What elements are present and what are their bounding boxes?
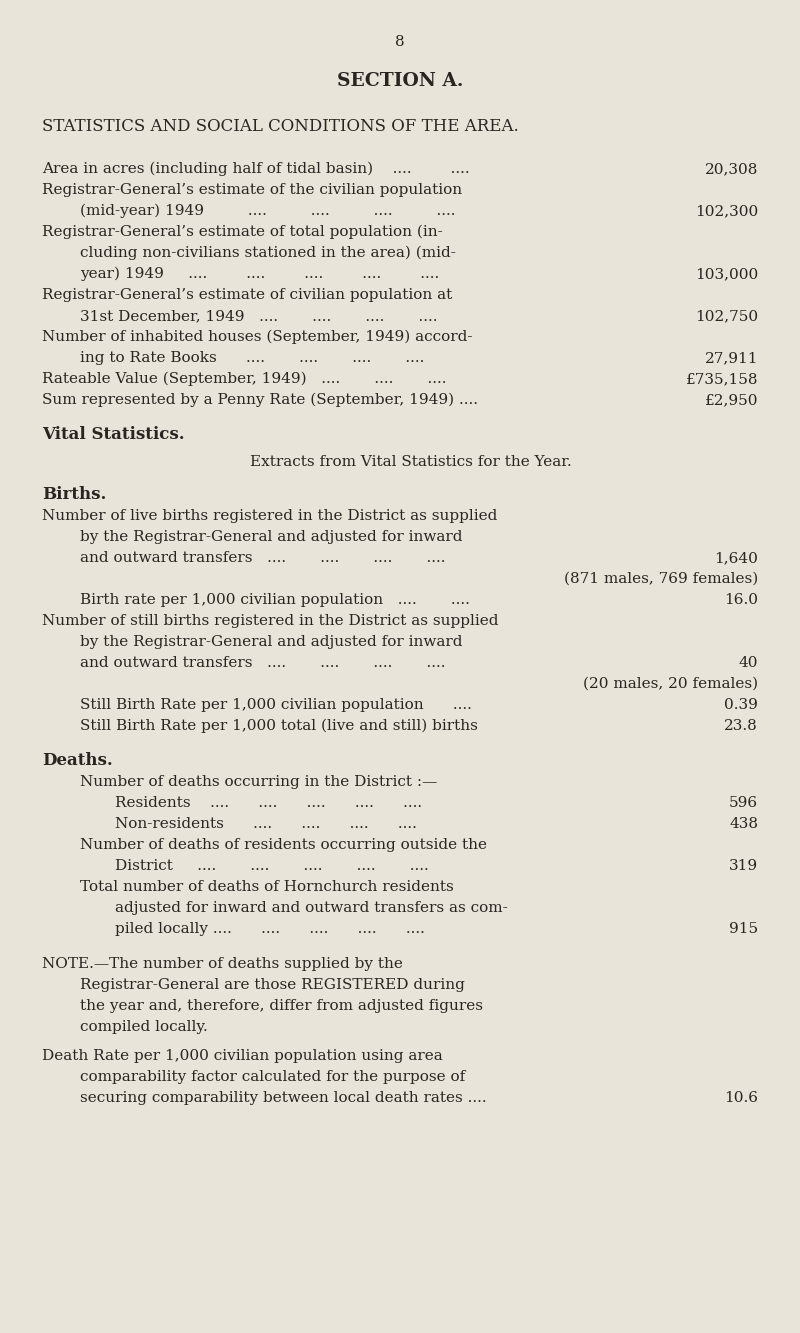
- Text: Vital Statistics.: Vital Statistics.: [42, 427, 185, 443]
- Text: 915: 915: [729, 922, 758, 936]
- Text: (871 males, 769 females): (871 males, 769 females): [564, 572, 758, 587]
- Text: 438: 438: [729, 817, 758, 830]
- Text: Extracts from Vital Statistics for the Year.: Extracts from Vital Statistics for the Y…: [250, 455, 572, 469]
- Text: Rateable Value (September, 1949)   ....       ....       ....: Rateable Value (September, 1949) .... ..…: [42, 372, 446, 387]
- Text: Still Birth Rate per 1,000 total (live and still) births: Still Birth Rate per 1,000 total (live a…: [80, 718, 478, 733]
- Text: Births.: Births.: [42, 487, 106, 503]
- Text: Registrar-General are those REGISTERED during: Registrar-General are those REGISTERED d…: [80, 978, 465, 992]
- Text: 102,300: 102,300: [694, 204, 758, 219]
- Text: 0.39: 0.39: [724, 698, 758, 712]
- Text: 8: 8: [395, 35, 405, 49]
- Text: and outward transfers   ....       ....       ....       ....: and outward transfers .... .... .... ...…: [80, 656, 446, 670]
- Text: 40: 40: [738, 656, 758, 670]
- Text: Registrar-General’s estimate of civilian population at: Registrar-General’s estimate of civilian…: [42, 288, 452, 303]
- Text: adjusted for inward and outward transfers as com-: adjusted for inward and outward transfer…: [115, 901, 508, 914]
- Text: Non-residents      ....      ....      ....      ....: Non-residents .... .... .... ....: [115, 817, 417, 830]
- Text: ing to Rate Books      ....       ....       ....       ....: ing to Rate Books .... .... .... ....: [80, 351, 424, 365]
- Text: 20,308: 20,308: [705, 163, 758, 176]
- Text: the year and, therefore, differ from adjusted figures: the year and, therefore, differ from adj…: [80, 998, 483, 1013]
- Text: 319: 319: [729, 858, 758, 873]
- Text: Sum represented by a Penny Rate (September, 1949) ....: Sum represented by a Penny Rate (Septemb…: [42, 393, 478, 408]
- Text: Deaths.: Deaths.: [42, 752, 113, 769]
- Text: Number of deaths occurring in the District :—: Number of deaths occurring in the Distri…: [80, 774, 438, 789]
- Text: Total number of deaths of Hornchurch residents: Total number of deaths of Hornchurch res…: [80, 880, 454, 894]
- Text: 31st December, 1949   ....       ....       ....       ....: 31st December, 1949 .... .... .... ....: [80, 309, 438, 323]
- Text: Death Rate per 1,000 civilian population using area: Death Rate per 1,000 civilian population…: [42, 1049, 442, 1062]
- Text: Registrar-General’s estimate of the civilian population: Registrar-General’s estimate of the civi…: [42, 183, 462, 197]
- Text: Number of still births registered in the District as supplied: Number of still births registered in the…: [42, 615, 498, 628]
- Text: by the Registrar-General and adjusted for inward: by the Registrar-General and adjusted fo…: [80, 635, 462, 649]
- Text: cluding non-civilians stationed in the area) (mid-: cluding non-civilians stationed in the a…: [80, 247, 456, 260]
- Text: by the Registrar-General and adjusted for inward: by the Registrar-General and adjusted fo…: [80, 531, 462, 544]
- Text: SECTION A.: SECTION A.: [337, 72, 463, 91]
- Text: 596: 596: [729, 796, 758, 810]
- Text: District     ....       ....       ....       ....       ....: District .... .... .... .... ....: [115, 858, 429, 873]
- Text: Number of inhabited houses (September, 1949) accord-: Number of inhabited houses (September, 1…: [42, 331, 473, 344]
- Text: 103,000: 103,000: [694, 267, 758, 281]
- Text: Registrar-General’s estimate of total population (in-: Registrar-General’s estimate of total po…: [42, 225, 442, 240]
- Text: £2,950: £2,950: [705, 393, 758, 407]
- Text: 10.6: 10.6: [724, 1090, 758, 1105]
- Text: Number of deaths of residents occurring outside the: Number of deaths of residents occurring …: [80, 838, 487, 852]
- Text: Residents    ....      ....      ....      ....      ....: Residents .... .... .... .... ....: [115, 796, 422, 810]
- Text: (mid-year) 1949         ....         ....         ....         ....: (mid-year) 1949 .... .... .... ....: [80, 204, 455, 219]
- Text: comparability factor calculated for the purpose of: comparability factor calculated for the …: [80, 1070, 466, 1084]
- Text: 102,750: 102,750: [695, 309, 758, 323]
- Text: securing comparability between local death rates ....: securing comparability between local dea…: [80, 1090, 486, 1105]
- Text: and outward transfers   ....       ....       ....       ....: and outward transfers .... .... .... ...…: [80, 551, 446, 565]
- Text: Number of live births registered in the District as supplied: Number of live births registered in the …: [42, 509, 498, 523]
- Text: NOTE.—The number of deaths supplied by the: NOTE.—The number of deaths supplied by t…: [42, 957, 403, 970]
- Text: Still Birth Rate per 1,000 civilian population      ....: Still Birth Rate per 1,000 civilian popu…: [80, 698, 472, 712]
- Text: year) 1949     ....        ....        ....        ....        ....: year) 1949 .... .... .... .... ....: [80, 267, 439, 281]
- Text: 1,640: 1,640: [714, 551, 758, 565]
- Text: compiled locally.: compiled locally.: [80, 1020, 208, 1034]
- Text: Area in acres (including half of tidal basin)    ....        ....: Area in acres (including half of tidal b…: [42, 163, 470, 176]
- Text: (20 males, 20 females): (20 males, 20 females): [583, 677, 758, 690]
- Text: 16.0: 16.0: [724, 593, 758, 607]
- Text: 27,911: 27,911: [705, 351, 758, 365]
- Text: Birth rate per 1,000 civilian population   ....       ....: Birth rate per 1,000 civilian population…: [80, 593, 470, 607]
- Text: piled locally ....      ....      ....      ....      ....: piled locally .... .... .... .... ....: [115, 922, 425, 936]
- Text: 23.8: 23.8: [724, 718, 758, 733]
- Text: £735,158: £735,158: [686, 372, 758, 387]
- Text: STATISTICS AND SOCIAL CONDITIONS OF THE AREA.: STATISTICS AND SOCIAL CONDITIONS OF THE …: [42, 119, 518, 135]
